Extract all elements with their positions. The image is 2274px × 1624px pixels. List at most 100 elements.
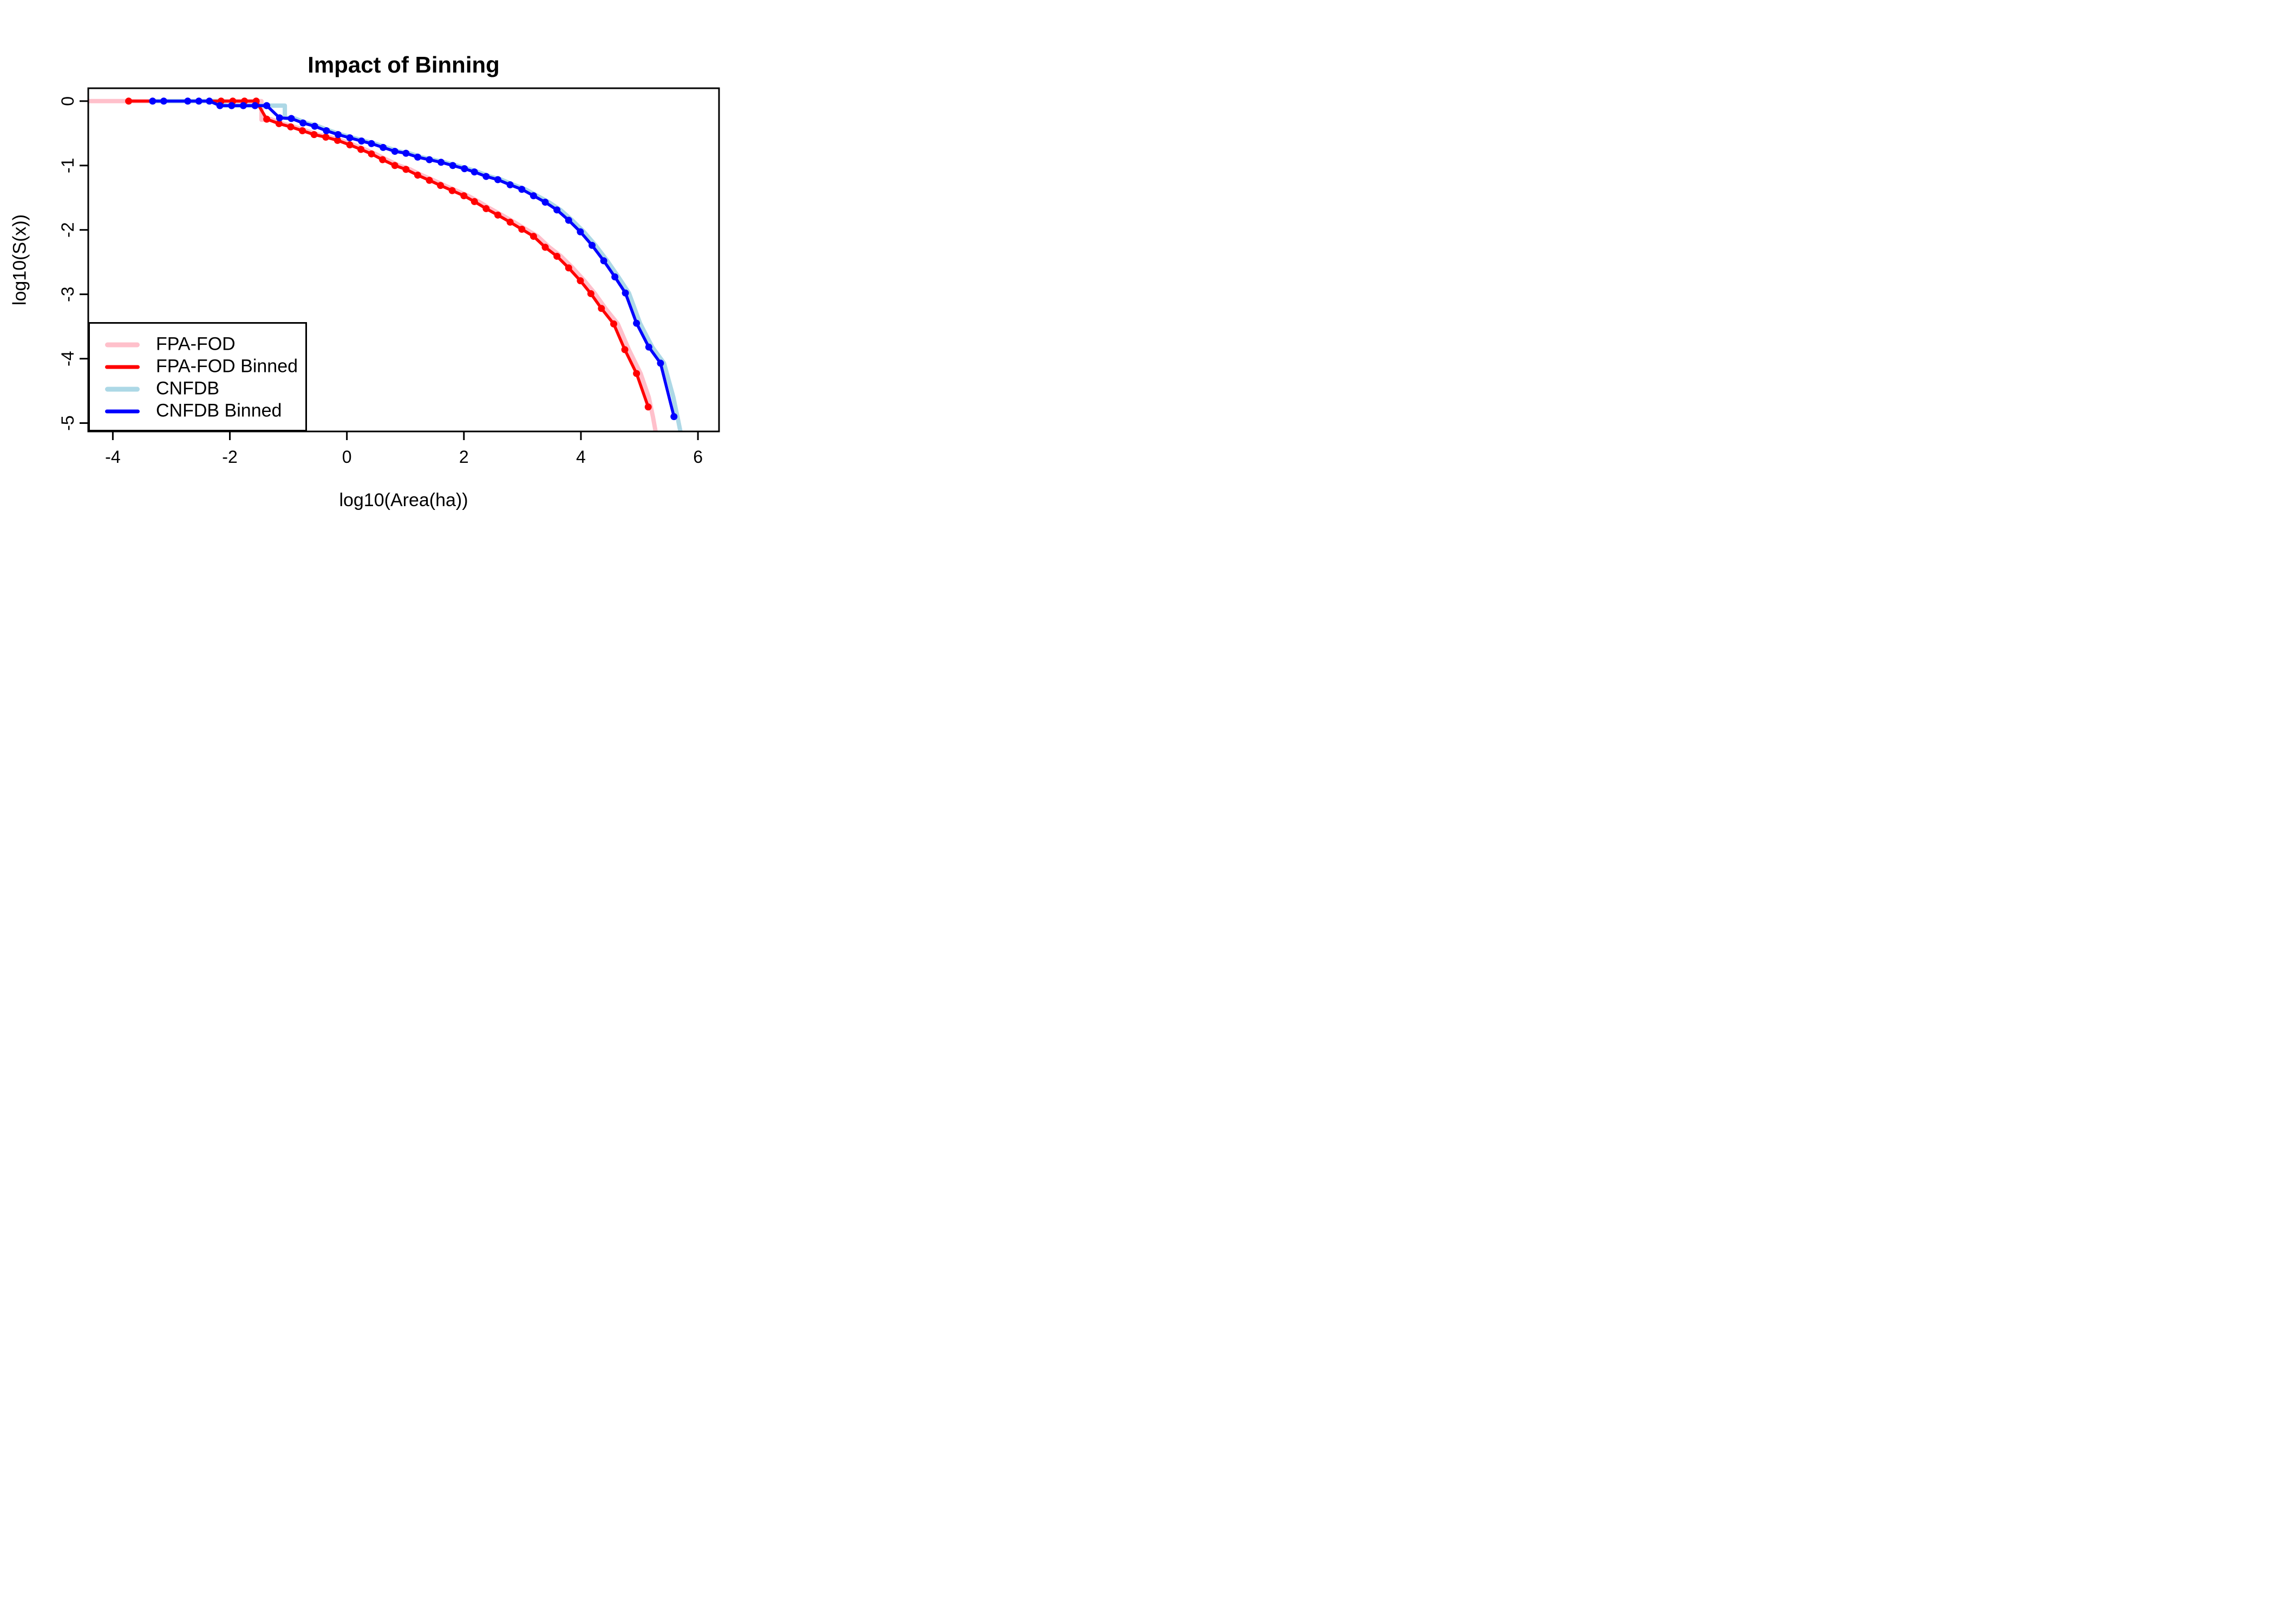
data-point	[184, 97, 192, 105]
data-point	[346, 134, 354, 142]
x-tick-label: 0	[342, 447, 352, 467]
data-point	[494, 176, 501, 184]
data-point	[125, 97, 133, 105]
data-point	[610, 320, 617, 328]
data-point	[276, 114, 283, 122]
data-point	[670, 413, 678, 421]
data-point	[402, 166, 410, 173]
y-tick-label: -1	[58, 158, 77, 173]
data-point	[482, 173, 490, 180]
data-point	[414, 172, 421, 179]
legend-line-swatch	[105, 365, 140, 369]
data-point	[553, 206, 561, 214]
data-point	[437, 159, 445, 166]
x-tick-label: 2	[459, 447, 469, 467]
x-axis-title: log10(Area(ha))	[339, 490, 468, 510]
data-point	[323, 127, 330, 135]
data-point	[195, 97, 202, 105]
x-tick-label: 6	[693, 447, 703, 467]
data-point	[263, 115, 271, 123]
x-tick-label: 4	[576, 447, 586, 467]
data-point	[482, 205, 490, 212]
data-point	[530, 233, 537, 240]
data-point	[471, 168, 478, 176]
data-point	[518, 186, 526, 193]
series-points-cnfdb-binned	[149, 97, 678, 421]
data-point	[263, 102, 271, 109]
data-point	[622, 289, 629, 297]
data-point	[577, 277, 584, 285]
data-point	[448, 187, 456, 194]
legend-item-label: CNFDB Binned	[156, 400, 282, 421]
data-point	[471, 198, 478, 205]
legend-item-label: FPA-FOD Binned	[156, 356, 298, 377]
data-point	[588, 241, 596, 249]
data-point	[346, 141, 354, 149]
data-point	[530, 192, 537, 200]
data-point	[565, 264, 572, 272]
x-tick-label: -4	[105, 447, 120, 467]
data-point	[598, 305, 605, 312]
data-point	[426, 176, 433, 184]
data-point	[633, 370, 641, 377]
data-point	[228, 102, 236, 109]
data-point	[657, 359, 664, 367]
data-point	[611, 273, 619, 281]
data-point	[379, 156, 387, 163]
data-point	[334, 131, 342, 139]
data-point	[461, 165, 468, 173]
data-point	[357, 146, 365, 153]
data-point	[206, 97, 213, 105]
data-point	[149, 97, 156, 105]
data-point	[322, 133, 330, 141]
data-point	[506, 181, 514, 188]
y-tick-label: -2	[58, 222, 77, 237]
chart-figure: Impact of Binning log10(S(x)) -4 -2 0 2 4 6 0-…	[0, 0, 758, 541]
data-point	[402, 149, 410, 157]
data-point	[541, 199, 549, 206]
data-point	[310, 131, 318, 139]
data-point	[368, 140, 375, 147]
series-points-fpa-fod-binned	[125, 97, 652, 411]
legend-box: FPA-FOD FPA-FOD Binned CNFDB CNFDB Binned	[88, 322, 307, 431]
data-point	[587, 290, 594, 297]
data-point	[645, 343, 652, 351]
data-point	[644, 403, 652, 411]
data-point	[299, 127, 306, 135]
y-tick-label: 0	[58, 96, 77, 106]
y-tick-label: -3	[58, 286, 77, 302]
data-point	[287, 115, 295, 122]
y-tick-label: -5	[58, 415, 77, 430]
data-point	[437, 182, 445, 189]
legend-item-label: CNFDB	[156, 378, 220, 399]
legend-item-label: FPA-FOD	[156, 333, 236, 355]
plot-border	[87, 87, 720, 433]
data-point	[391, 162, 398, 169]
data-point	[565, 217, 572, 224]
data-point	[299, 119, 307, 127]
legend-line-swatch	[105, 342, 140, 348]
data-point	[449, 162, 456, 169]
data-point	[251, 102, 259, 109]
data-point	[391, 148, 398, 155]
data-point	[494, 211, 501, 219]
legend-line-swatch	[105, 387, 140, 392]
data-point	[275, 120, 283, 127]
data-point	[334, 136, 341, 144]
legend-line-swatch	[105, 409, 140, 414]
data-point	[633, 319, 641, 327]
data-point	[518, 225, 526, 233]
chart-title: Impact of Binning	[308, 52, 500, 77]
data-point	[368, 150, 375, 158]
data-point	[553, 252, 561, 260]
data-point	[600, 257, 607, 265]
data-point	[160, 97, 167, 105]
data-point	[541, 244, 549, 251]
data-point	[414, 153, 421, 161]
plot-area: -4 -2 0 2 4 6 0 -1 -2 -3 -4 -5	[58, 87, 720, 467]
data-point	[506, 218, 514, 226]
data-point	[216, 102, 224, 109]
x-tick-label: -2	[222, 447, 237, 467]
data-point	[380, 143, 387, 151]
data-point	[426, 156, 433, 163]
